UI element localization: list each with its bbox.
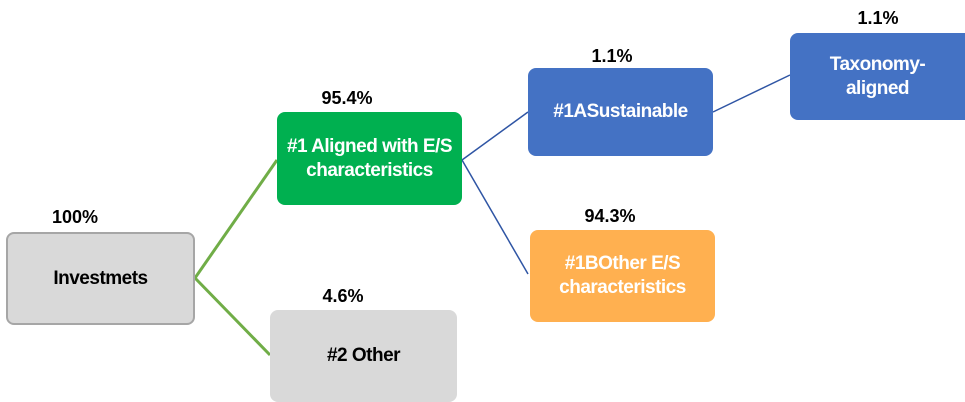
node: Investmets — [6, 232, 195, 325]
percent: 1.1% — [857, 8, 899, 28]
percent: 94.3% — [584, 206, 636, 226]
percent: 100% — [51, 207, 99, 227]
node: #2 Other — [270, 310, 457, 402]
connector — [712, 74, 791, 113]
connector — [193, 276, 272, 357]
percent: 4.6% — [322, 286, 364, 306]
connector — [193, 159, 279, 279]
node: Taxonomy-aligned — [790, 33, 965, 120]
node: #1 Aligned with E/S characteristics — [277, 112, 462, 205]
connector — [461, 159, 529, 275]
node: #1BOther E/S characteristics — [530, 230, 715, 322]
connector — [461, 111, 529, 161]
node: #1ASustainable — [528, 68, 713, 156]
percent: 1.1% — [591, 46, 633, 66]
percent: 95.4% — [321, 88, 373, 108]
